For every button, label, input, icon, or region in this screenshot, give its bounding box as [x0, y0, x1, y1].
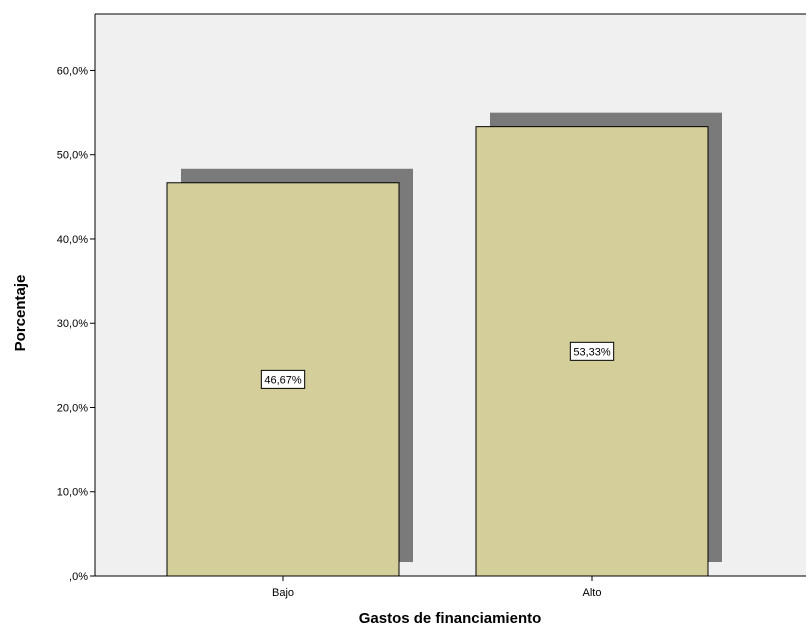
- y-tick-label: 40,0%: [57, 234, 88, 246]
- y-tick-label: 20,0%: [57, 402, 88, 414]
- data-label-box: [260, 369, 306, 389]
- y-tick-label: ,0%: [69, 571, 88, 583]
- x-tick-label: Alto: [583, 587, 602, 599]
- y-tick-label: 30,0%: [57, 318, 88, 330]
- data-label-text: 53,33%: [573, 346, 611, 358]
- data-label: 53,33%: [569, 341, 615, 361]
- data-label-text: 46,67%: [264, 374, 302, 386]
- x-axis-title: Gastos de financiamiento: [359, 610, 542, 627]
- y-tick-label: 10,0%: [57, 487, 88, 499]
- x-tick-label: Bajo: [272, 587, 294, 599]
- y-axis-title: Porcentaje: [12, 275, 29, 352]
- data-label-box: [569, 341, 615, 361]
- data-label: 46,67%: [260, 369, 306, 389]
- y-tick-label: 60,0%: [57, 65, 88, 77]
- bars: 46,67% 53,33%: [166, 112, 722, 577]
- y-tick-label: 50,0%: [57, 150, 88, 162]
- axes: ,0% 10,0% 20,0% 30,0% 40,0% 50,0% 60,0% Bajo Alt…: [57, 13, 806, 599]
